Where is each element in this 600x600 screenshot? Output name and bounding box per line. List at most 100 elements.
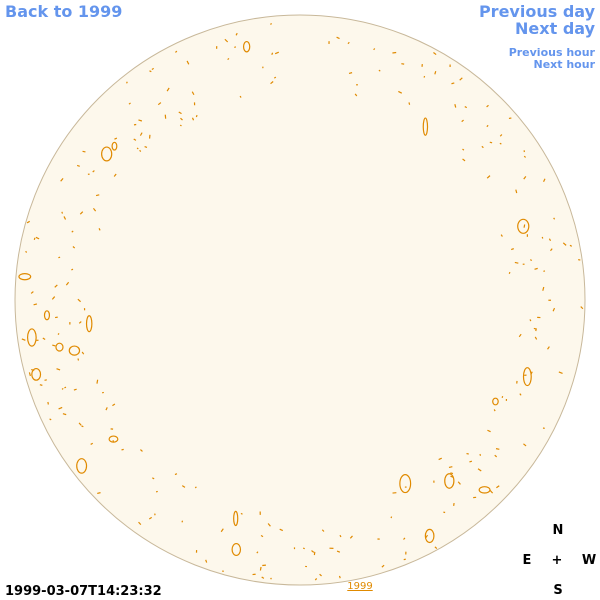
contour [517, 218, 530, 234]
contour [121, 448, 124, 451]
contour [259, 566, 262, 571]
contour [58, 406, 63, 410]
contour [486, 175, 491, 179]
year-link[interactable]: 1999 [347, 581, 372, 592]
contour [580, 306, 584, 310]
contour [33, 303, 38, 306]
contour [450, 472, 454, 475]
contour [500, 234, 503, 237]
contour [522, 367, 532, 387]
contour [151, 67, 154, 70]
contour [180, 117, 183, 121]
contour [76, 164, 80, 167]
contour [61, 387, 64, 390]
contour [486, 104, 489, 108]
contour [494, 454, 498, 458]
contour [279, 528, 284, 532]
contour [55, 342, 64, 352]
contour [543, 270, 546, 273]
contour [462, 158, 466, 162]
next-hour-link[interactable]: Next hour [534, 58, 596, 71]
contour [519, 393, 522, 396]
contour [139, 132, 143, 136]
previous-hour-link[interactable]: Previous hour [509, 46, 596, 59]
contour [78, 321, 82, 324]
contour [553, 217, 556, 220]
contour [448, 466, 453, 468]
contour [92, 170, 95, 173]
contour [348, 72, 353, 74]
contour [64, 386, 67, 389]
contour [270, 81, 274, 85]
contour [533, 327, 537, 330]
contour [52, 344, 56, 347]
contour [398, 90, 403, 94]
contour [523, 155, 526, 158]
contour [339, 534, 342, 538]
contour [136, 147, 139, 150]
contour [26, 220, 31, 224]
contour [550, 248, 553, 252]
contour [82, 150, 86, 153]
contour [499, 142, 502, 145]
contour [529, 259, 533, 262]
contour [425, 534, 429, 539]
contour [128, 102, 131, 105]
contour [111, 141, 118, 151]
contour [423, 75, 426, 78]
contour [239, 95, 242, 98]
contour [424, 528, 435, 544]
contour [271, 52, 274, 55]
contour [148, 516, 153, 520]
contour [534, 267, 538, 270]
contour [403, 558, 406, 561]
contour [33, 237, 36, 241]
contour [469, 460, 473, 463]
contour [98, 228, 101, 231]
contour [514, 261, 519, 264]
contour [261, 576, 265, 579]
previous-day-link[interactable]: Previous day [479, 2, 596, 21]
contour [515, 189, 518, 194]
contour [195, 114, 198, 118]
contour [444, 473, 455, 489]
timestamp: 1999-03-07T14:23:32 [5, 584, 162, 599]
contour [481, 145, 484, 149]
contour [523, 175, 527, 180]
back-link[interactable]: Back to 1999 [5, 2, 122, 21]
contour [65, 281, 70, 286]
next-day-link[interactable]: Next day [515, 19, 596, 38]
contour [518, 333, 522, 338]
contour [438, 457, 442, 461]
contour [336, 36, 340, 40]
contour [451, 82, 455, 85]
contour [433, 52, 437, 56]
compass-east: E [523, 553, 532, 568]
contour [392, 51, 397, 54]
contour [486, 124, 489, 128]
contour [166, 87, 170, 92]
contour [541, 236, 544, 239]
contour [68, 345, 81, 356]
contour [319, 573, 322, 577]
contour [347, 41, 350, 45]
contour [28, 372, 31, 377]
contour [26, 328, 37, 347]
contour [267, 523, 271, 527]
contour [461, 119, 464, 123]
contour [174, 473, 178, 476]
contour [349, 535, 353, 539]
contour [140, 449, 143, 452]
contour [434, 546, 438, 549]
contour [157, 102, 162, 106]
contour [489, 489, 494, 494]
contour [144, 145, 148, 148]
contour [434, 71, 437, 75]
contour [459, 77, 463, 81]
contour [186, 60, 190, 65]
contour [523, 443, 527, 447]
contour [523, 224, 526, 228]
contour [58, 256, 61, 259]
contour [181, 520, 184, 523]
contour [493, 409, 496, 412]
